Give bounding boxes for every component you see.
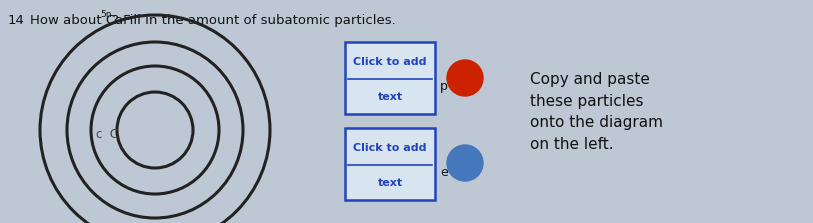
Text: text: text xyxy=(377,92,402,102)
Text: How about Ca: How about Ca xyxy=(30,14,124,27)
Circle shape xyxy=(447,145,483,181)
Text: 5n: 5n xyxy=(100,10,111,19)
FancyBboxPatch shape xyxy=(345,42,435,114)
Text: ? Fill in the amount of subatomic particles.: ? Fill in the amount of subatomic partic… xyxy=(112,14,396,27)
Text: text: text xyxy=(377,178,402,188)
Text: Copy and paste
these particles
onto the diagram
on the left.: Copy and paste these particles onto the … xyxy=(530,72,663,152)
Text: p: p xyxy=(440,80,448,93)
FancyBboxPatch shape xyxy=(345,128,435,200)
Text: Click to add: Click to add xyxy=(354,57,427,67)
Text: e: e xyxy=(440,166,448,179)
Text: c  C: c C xyxy=(96,128,118,140)
Circle shape xyxy=(447,60,483,96)
Text: 14: 14 xyxy=(8,14,25,27)
Text: Click to add: Click to add xyxy=(354,143,427,153)
